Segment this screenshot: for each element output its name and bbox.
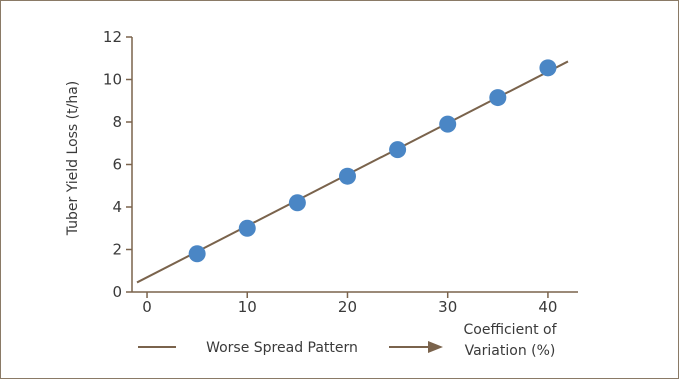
- x-tick-labels: 0 10 20 30 40: [142, 292, 557, 316]
- x-tick-label: 20: [338, 298, 357, 316]
- data-point: [489, 89, 507, 107]
- data-point: [389, 141, 407, 159]
- data-point: [539, 59, 557, 77]
- x-tick-label: 0: [142, 298, 152, 316]
- y-tick-label: 2: [112, 241, 122, 259]
- data-point: [439, 115, 457, 133]
- y-tick-label: 10: [103, 71, 122, 89]
- data-point: [288, 194, 306, 212]
- y-tick-label: 0: [112, 283, 122, 301]
- y-axis-label: Tuber Yield Loss (t/ha): [65, 81, 81, 237]
- arrow-head-icon: [428, 341, 443, 353]
- y-tick-labels: 0 2 4 6 8 10 12: [103, 28, 132, 301]
- y-tick-label: 8: [112, 113, 122, 131]
- data-point: [238, 219, 256, 237]
- data-point: [338, 167, 356, 185]
- x-axis-label-line2: Variation (%): [465, 343, 556, 359]
- x-tick-label: 10: [238, 298, 257, 316]
- y-tick-label: 12: [103, 28, 122, 46]
- data-points: [188, 59, 557, 263]
- data-point: [188, 245, 206, 263]
- y-tick-label: 6: [112, 156, 122, 174]
- y-tick-label: 4: [112, 198, 122, 216]
- annotation-label: Worse Spread Pattern: [206, 340, 358, 356]
- x-axis-label-line1: Coefficient of: [464, 322, 558, 338]
- x-tick-label: 30: [438, 298, 457, 316]
- annotation-arrow: Worse Spread Pattern: [138, 340, 443, 356]
- x-tick-label: 40: [538, 298, 557, 316]
